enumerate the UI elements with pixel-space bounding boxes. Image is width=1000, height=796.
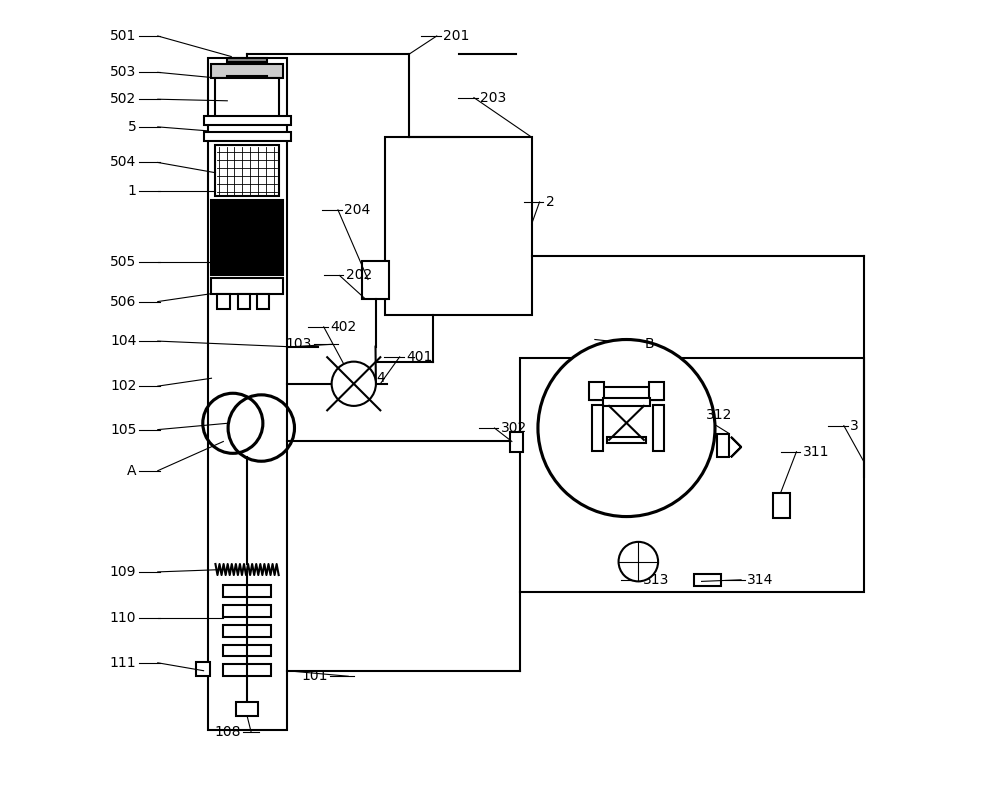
Bar (653, 405, 664, 451)
Bar (520, 358, 864, 591)
Bar (211, 201, 283, 275)
Text: 108: 108 (214, 724, 241, 739)
Bar (589, 382, 604, 400)
Bar (217, 294, 230, 310)
Text: 101: 101 (301, 669, 328, 683)
Bar (717, 434, 729, 457)
Text: 506: 506 (110, 295, 136, 309)
Text: 505: 505 (110, 255, 136, 269)
Bar (223, 625, 271, 637)
Bar (215, 78, 279, 117)
Bar (208, 58, 287, 730)
Bar (211, 278, 283, 294)
Text: 504: 504 (110, 155, 136, 170)
Bar (510, 432, 523, 452)
Text: 104: 104 (110, 334, 136, 348)
Text: 312: 312 (706, 408, 733, 423)
Text: B: B (645, 338, 654, 351)
Text: 311: 311 (803, 445, 829, 458)
Text: 111: 111 (110, 656, 136, 669)
Bar (204, 115, 291, 125)
Bar (204, 131, 291, 141)
Text: 105: 105 (110, 423, 136, 437)
Bar (592, 405, 603, 451)
Text: 203: 203 (480, 91, 506, 104)
Text: 103: 103 (285, 338, 312, 351)
Bar (223, 645, 271, 657)
Text: 201: 201 (443, 29, 469, 43)
Bar (591, 387, 662, 400)
Text: 302: 302 (501, 421, 527, 435)
Text: 503: 503 (110, 65, 136, 80)
Bar (362, 261, 389, 299)
Bar (773, 493, 790, 518)
Circle shape (332, 361, 376, 406)
Circle shape (538, 340, 715, 517)
Bar (649, 382, 664, 400)
Bar (227, 76, 267, 102)
Bar (223, 605, 271, 617)
Text: 2: 2 (546, 195, 555, 209)
Text: 5: 5 (128, 120, 136, 134)
Text: 3: 3 (850, 419, 859, 433)
Text: 1: 1 (128, 184, 136, 198)
Bar (215, 145, 279, 197)
Text: 314: 314 (747, 573, 774, 587)
Text: 501: 501 (110, 29, 136, 43)
Text: 204: 204 (344, 203, 371, 217)
Bar (603, 398, 650, 406)
Bar (607, 437, 646, 443)
Bar (227, 58, 267, 62)
Bar (196, 662, 210, 677)
Bar (236, 701, 258, 716)
Bar (694, 574, 721, 586)
Text: 110: 110 (110, 611, 136, 625)
Text: A: A (127, 464, 136, 478)
Text: 102: 102 (110, 379, 136, 393)
Bar (238, 294, 250, 310)
Bar (223, 585, 271, 597)
Bar (385, 137, 532, 315)
Bar (211, 64, 283, 78)
Bar (257, 294, 269, 310)
Text: 502: 502 (110, 92, 136, 106)
Text: 109: 109 (110, 565, 136, 579)
Bar (223, 665, 271, 677)
Text: 402: 402 (330, 320, 356, 334)
Circle shape (619, 542, 658, 581)
Text: 313: 313 (643, 573, 669, 587)
Text: 4: 4 (376, 371, 385, 385)
Text: 401: 401 (406, 350, 432, 364)
Text: 202: 202 (346, 268, 372, 283)
